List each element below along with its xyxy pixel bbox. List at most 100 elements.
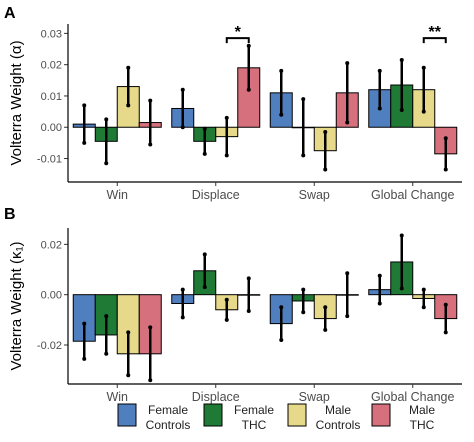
y-tick-label: 0.02 bbox=[41, 239, 62, 251]
legend-label: Controls bbox=[316, 418, 361, 432]
error-bar-cap bbox=[323, 129, 328, 134]
error-bar-cap bbox=[421, 109, 426, 114]
error-bar-cap bbox=[126, 103, 131, 108]
legend-swatch-0 bbox=[117, 403, 137, 427]
error-bar-cap bbox=[246, 276, 251, 281]
error-bar-cap bbox=[345, 314, 350, 319]
error-bar-cap bbox=[180, 87, 185, 92]
legend-label: Male bbox=[409, 403, 435, 417]
panel-label-a: A bbox=[4, 5, 16, 22]
y-tick-label: -0.02 bbox=[37, 340, 62, 352]
error-bar-cap bbox=[104, 351, 109, 356]
error-bar-cap bbox=[246, 87, 251, 92]
error-bar-cap bbox=[301, 97, 306, 102]
error-bar-cap bbox=[148, 98, 153, 103]
error-bar-cap bbox=[224, 317, 229, 322]
panel-label-b: B bbox=[4, 206, 16, 223]
error-bar-cap bbox=[224, 297, 229, 302]
category-label: Displace bbox=[192, 390, 240, 404]
significance-label: ** bbox=[429, 24, 442, 41]
error-bar-cap bbox=[148, 142, 153, 147]
error-bar-cap bbox=[82, 356, 87, 361]
y-tick-label: 0.03 bbox=[41, 28, 62, 40]
legend-swatch-2 bbox=[287, 403, 307, 427]
error-bar-cap bbox=[202, 285, 207, 290]
error-bar-cap bbox=[301, 310, 306, 315]
error-bar-cap bbox=[180, 125, 185, 130]
error-bar-cap bbox=[399, 57, 404, 62]
error-bar-cap bbox=[377, 106, 382, 111]
error-bar-cap bbox=[82, 103, 87, 108]
error-bar-cap bbox=[301, 153, 306, 158]
legend-label: Controls bbox=[146, 418, 191, 432]
category-label: Win bbox=[106, 390, 128, 404]
legend-label: THC bbox=[410, 418, 435, 432]
error-bar-cap bbox=[345, 271, 350, 276]
error-bar-cap bbox=[82, 140, 87, 145]
y-axis-label-b: Volterra Weight (κ₁) bbox=[8, 242, 25, 371]
error-bar-cap bbox=[279, 68, 284, 73]
y-tick-label: 0.01 bbox=[41, 91, 62, 103]
error-bar-cap bbox=[126, 65, 131, 70]
error-bar-cap bbox=[202, 126, 207, 131]
error-bar-cap bbox=[323, 327, 328, 332]
error-bar-cap bbox=[104, 314, 109, 319]
error-bar-cap bbox=[377, 301, 382, 306]
error-bar-cap bbox=[323, 305, 328, 310]
y-tick-label: 0.00 bbox=[41, 122, 62, 134]
category-label: Global Change bbox=[371, 188, 454, 202]
error-bar-cap bbox=[323, 167, 328, 172]
error-bar-cap bbox=[399, 286, 404, 291]
y-tick-label: 0.00 bbox=[41, 290, 62, 302]
error-bar-cap bbox=[104, 161, 109, 166]
error-bar-cap bbox=[421, 65, 426, 70]
error-bar-cap bbox=[279, 337, 284, 342]
legend-label: THC bbox=[242, 418, 267, 432]
error-bar-cap bbox=[279, 305, 284, 310]
error-bar-cap bbox=[377, 68, 382, 73]
error-bar-cap bbox=[301, 287, 306, 292]
legend-label: Female bbox=[234, 403, 274, 417]
category-label: Swap bbox=[299, 390, 330, 404]
error-bar-cap bbox=[421, 287, 426, 292]
error-bar-cap bbox=[279, 112, 284, 117]
error-bar-cap bbox=[180, 315, 185, 320]
error-bar-cap bbox=[148, 325, 153, 330]
category-label: Global Change bbox=[371, 390, 454, 404]
y-axis-label-a: Volterra Weight (α) bbox=[8, 40, 25, 165]
error-bar-cap bbox=[443, 302, 448, 307]
error-bar-cap bbox=[126, 330, 131, 335]
error-bar-cap bbox=[345, 120, 350, 125]
error-bar-cap bbox=[377, 273, 382, 278]
error-bar-cap bbox=[224, 115, 229, 120]
significance-bracket bbox=[422, 37, 447, 44]
legend-swatch-1 bbox=[203, 403, 223, 427]
category-label: Win bbox=[106, 188, 128, 202]
error-bar-cap bbox=[126, 373, 131, 378]
error-bar-cap bbox=[345, 61, 350, 66]
error-bar-cap bbox=[399, 108, 404, 113]
error-bar-cap bbox=[443, 167, 448, 172]
category-label: Swap bbox=[299, 188, 330, 202]
legend-label: Female bbox=[148, 403, 188, 417]
error-bar-cap bbox=[443, 136, 448, 141]
error-bar-cap bbox=[421, 305, 426, 310]
error-bar-cap bbox=[443, 330, 448, 335]
y-tick-label: 0.02 bbox=[41, 60, 62, 72]
error-bar-cap bbox=[202, 151, 207, 156]
error-bar-cap bbox=[246, 309, 251, 314]
error-bar-cap bbox=[104, 117, 109, 122]
error-bar-cap bbox=[148, 378, 153, 383]
error-bar-cap bbox=[246, 43, 251, 48]
error-bar-cap bbox=[82, 321, 87, 326]
error-bar-cap bbox=[224, 153, 229, 158]
error-bar-cap bbox=[399, 233, 404, 238]
error-bar-cap bbox=[202, 252, 207, 257]
error-bar-cap bbox=[180, 287, 185, 292]
y-tick-label: -0.01 bbox=[37, 154, 62, 166]
significance-label: * bbox=[235, 24, 242, 41]
significance-bracket bbox=[225, 37, 250, 44]
legend-label: Male bbox=[325, 403, 351, 417]
